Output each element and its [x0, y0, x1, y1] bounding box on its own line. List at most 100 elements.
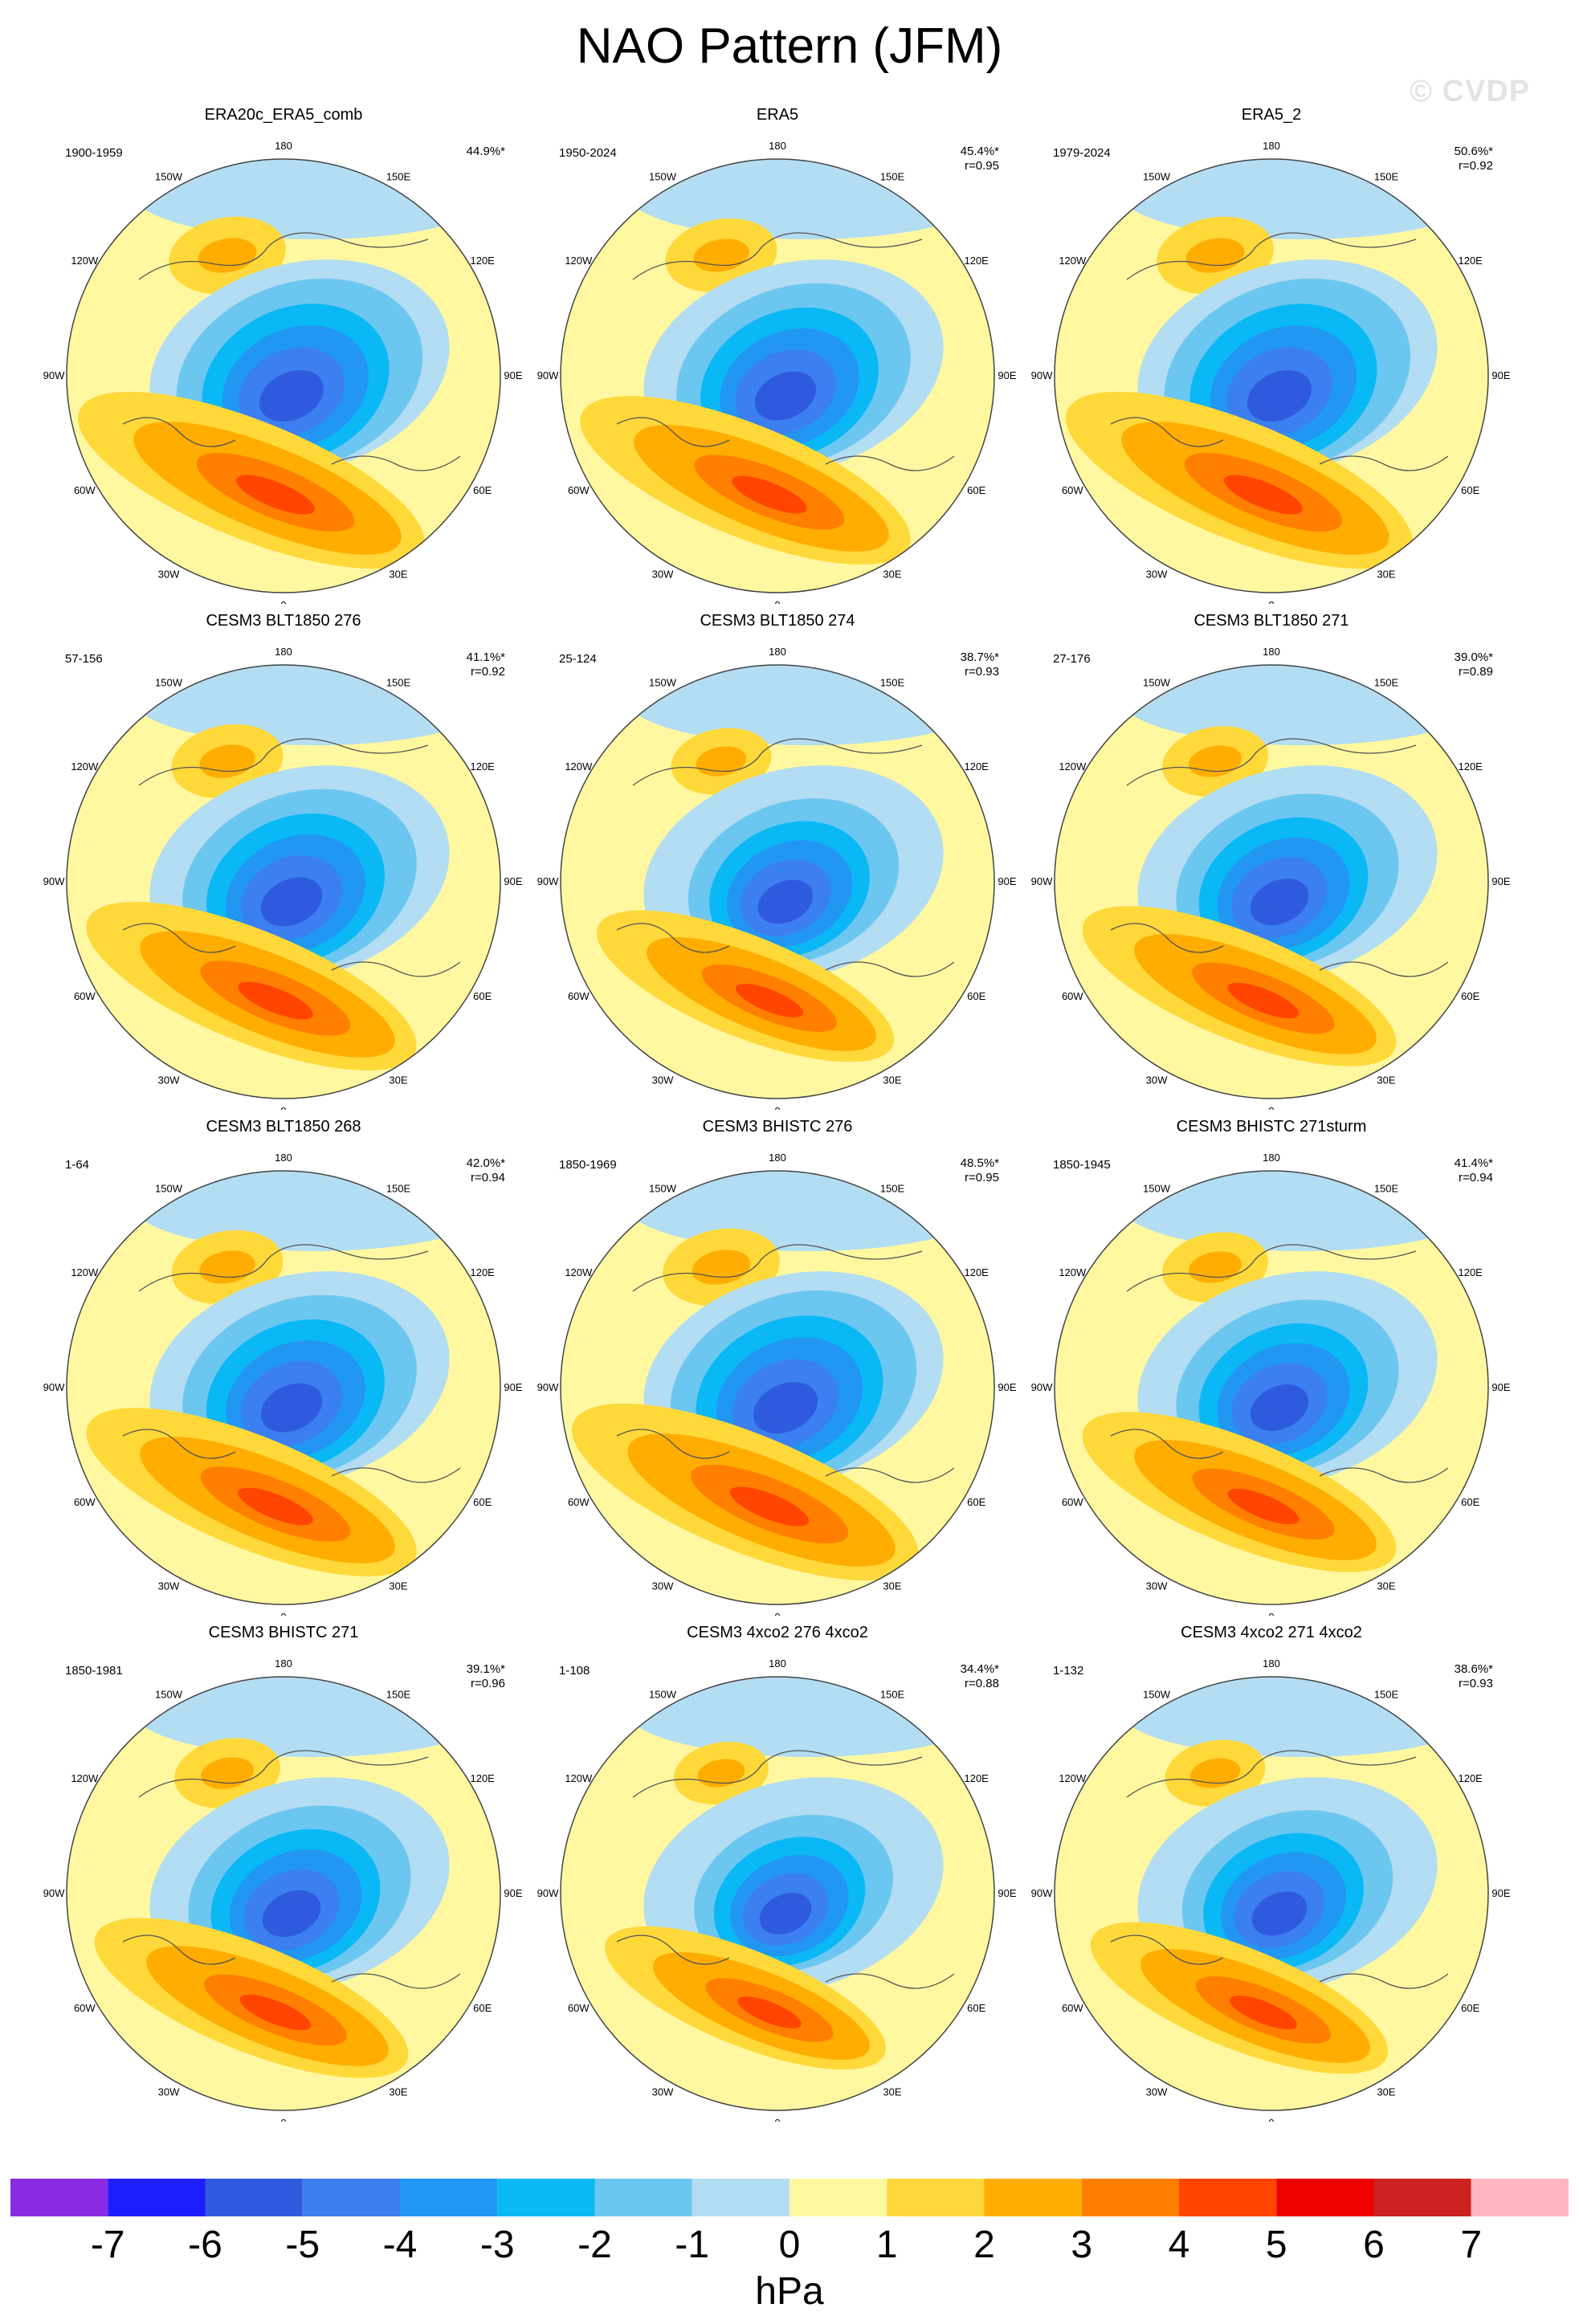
longitude-label: 120E	[964, 1772, 989, 1784]
longitude-label: 180	[275, 1152, 292, 1164]
negative-anomaly-region	[759, 1893, 812, 1935]
longitude-label: 60E	[967, 1496, 985, 1508]
longitude-label: 0	[774, 599, 780, 604]
polar-map: 180 150E 120E 90E 60E 30E 0 30W 60W 90W 120W 150W	[1031, 1152, 1511, 1616]
colorbar-segment	[302, 2179, 400, 2216]
map-border	[1054, 158, 1489, 593]
longitude-label: 90E	[998, 369, 1016, 381]
longitude-label: 0	[280, 599, 286, 604]
longitude-label: 0	[774, 1611, 780, 1616]
longitude-label: 60W	[1062, 2002, 1083, 2014]
longitude-label: 150W	[1143, 170, 1171, 182]
panel-variance-explained: 41.4%*	[1454, 1156, 1493, 1170]
longitude-label: 90E	[504, 1381, 522, 1393]
longitude-label: 120W	[565, 760, 593, 773]
longitude-label: 30W	[158, 569, 180, 581]
longitude-label: 60E	[473, 1496, 492, 1508]
panel-title: CESM3 BLT1850 276	[206, 612, 361, 630]
colorbar-segment	[400, 2179, 498, 2216]
panel-period: 25-124	[559, 652, 597, 666]
map-panel: CESM3 BLT1850 276 57-156 41.1%* r=0.92 180 15…	[36, 612, 531, 1110]
longitude-label: 90W	[1031, 875, 1053, 887]
longitude-label: 150E	[386, 170, 411, 182]
panel-title: CESM3 BLT1850 271	[1193, 612, 1349, 630]
map-border	[560, 1170, 995, 1605]
coastline	[616, 1244, 955, 1483]
longitude-label: 30E	[389, 2086, 407, 2098]
negative-anomaly-region	[259, 369, 324, 422]
polar-map: 180 150E 120E 90E 60E 30E 0 30W 60W 90W 120W 150W	[43, 646, 523, 1110]
map-panel: CESM3 BHISTC 276 1850-1969 48.5%* r=0.95 180…	[530, 1118, 1025, 1616]
positive-anomaly-region	[696, 746, 747, 777]
colorbar-segment	[205, 2179, 303, 2216]
longitude-label: 120W	[71, 1266, 99, 1278]
longitude-label: 0	[1268, 1105, 1274, 1110]
longitude-label: 90E	[998, 1381, 1016, 1393]
panel-variance-explained: 39.1%*	[466, 1662, 505, 1676]
longitude-label: 150W	[649, 1688, 677, 1700]
panel-title: CESM3 BLT1850 268	[206, 1118, 361, 1135]
map-border	[1054, 1676, 1489, 2111]
longitude-label: 0	[774, 2117, 780, 2122]
panel-variance-explained: 41.1%*	[466, 650, 505, 664]
longitude-label: 90W	[537, 1381, 559, 1393]
polar-map: 180 150E 120E 90E 60E 30E 0 30W 60W 90W 120W 150W	[537, 140, 1017, 604]
panel-variance-explained: 50.6%*	[1454, 145, 1493, 158]
longitude-label: 30W	[1146, 1580, 1168, 1592]
positive-anomaly-region	[1189, 1251, 1242, 1283]
longitude-label: 30E	[389, 1580, 407, 1592]
longitude-label: 60E	[967, 484, 985, 496]
polar-map: 180 150E 120E 90E 60E 30E 0 30W 60W 90W 120W 150W	[43, 1657, 523, 2122]
panel-title: CESM3 BHISTC 271sturm	[1176, 1118, 1367, 1135]
longitude-label: 120E	[964, 255, 989, 267]
colorbar-segment	[1179, 2179, 1277, 2216]
longitude-label: 30W	[652, 1580, 674, 1592]
panel-period: 57-156	[65, 652, 103, 666]
longitude-label: 90W	[43, 875, 65, 887]
negative-anomaly-region	[1119, 665, 1488, 745]
panel-variance-explained: 42.0%*	[466, 1156, 505, 1170]
longitude-label: 120E	[470, 255, 495, 267]
negative-anomaly-region	[262, 1890, 321, 1937]
longitude-label: 150W	[1143, 676, 1171, 688]
colorbar-tick-label: -4	[382, 2224, 418, 2266]
negative-anomaly-region	[625, 1677, 994, 1757]
longitude-label: 30E	[883, 2086, 901, 2098]
longitude-label: 0	[280, 1105, 286, 1110]
longitude-label: 150E	[880, 1688, 905, 1700]
longitude-label: 60E	[1461, 2002, 1479, 2014]
panel-pattern-correlation: r=0.95	[965, 159, 999, 173]
colorbar-tick-label: -7	[90, 2224, 125, 2266]
colorbar-segment	[1471, 2179, 1569, 2216]
longitude-label: 150E	[1374, 1688, 1399, 1700]
longitude-label: 0	[1268, 2117, 1274, 2122]
longitude-label: 60W	[74, 2002, 96, 2014]
coastline	[122, 1244, 461, 1483]
map-border	[66, 158, 501, 593]
polar-map: 180 150E 120E 90E 60E 30E 0 30W 60W 90W 120W 150W	[1031, 646, 1511, 1110]
longitude-label: 90W	[537, 875, 559, 887]
longitude-label: 180	[1263, 1657, 1280, 1670]
map-panel: CESM3 4xco2 271 4xco2 1-132 38.6%* r=0.93 18…	[1024, 1624, 1519, 2122]
longitude-label: 150E	[386, 676, 411, 688]
longitude-label: 150E	[1374, 676, 1399, 688]
polar-map: 180 150E 120E 90E 60E 30E 0 30W 60W 90W 120W 150W	[537, 646, 1017, 1110]
longitude-label: 60E	[967, 2002, 985, 2014]
positive-anomaly-region	[1189, 1758, 1241, 1788]
negative-anomaly-region	[1246, 369, 1312, 422]
longitude-label: 30W	[652, 1074, 674, 1087]
map-panel: CESM3 BLT1850 271 27-176 39.0%* r=0.89 180 15…	[1024, 612, 1519, 1110]
longitude-label: 120E	[1458, 255, 1483, 267]
panel-variance-explained: 39.0%*	[1454, 650, 1493, 664]
colorbar-segment	[692, 2179, 790, 2216]
panel-period: 1979-2024	[1053, 146, 1111, 160]
longitude-label: 120W	[71, 255, 99, 267]
coastline	[1110, 1750, 1449, 1989]
colorbar-tick-label: 6	[1363, 2224, 1385, 2266]
longitude-label: 90E	[998, 1887, 1016, 1899]
panel-pattern-correlation: r=0.96	[471, 1677, 505, 1690]
longitude-label: 120W	[71, 1772, 99, 1784]
map-panel: ERA20c_ERA5_comb 1900-1959 44.9%* 180 150E 12…	[36, 106, 531, 604]
positive-anomaly-region	[737, 1996, 802, 2028]
longitude-label: 180	[275, 646, 292, 658]
